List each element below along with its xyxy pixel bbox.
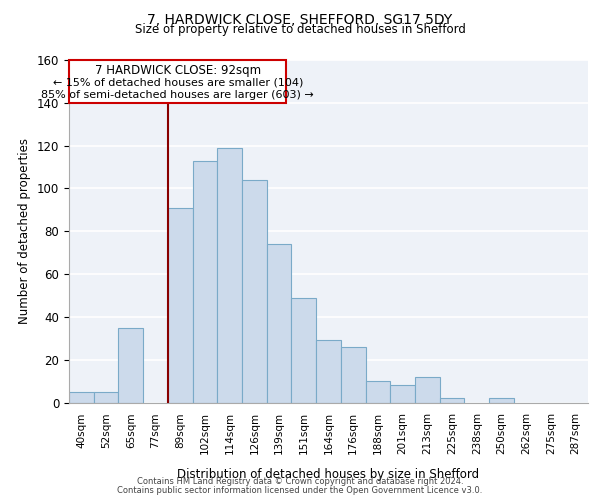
Text: 7, HARDWICK CLOSE, SHEFFORD, SG17 5DY: 7, HARDWICK CLOSE, SHEFFORD, SG17 5DY <box>148 12 452 26</box>
Text: Contains public sector information licensed under the Open Government Licence v3: Contains public sector information licen… <box>118 486 482 495</box>
Text: ← 15% of detached houses are smaller (104): ← 15% of detached houses are smaller (10… <box>53 77 303 87</box>
Bar <box>390 386 415 402</box>
FancyBboxPatch shape <box>69 60 286 103</box>
Bar <box>168 208 193 402</box>
Bar <box>217 148 242 403</box>
Text: Contains HM Land Registry data © Crown copyright and database right 2024.: Contains HM Land Registry data © Crown c… <box>137 477 463 486</box>
Bar <box>69 392 94 402</box>
Text: 7 HARDWICK CLOSE: 92sqm: 7 HARDWICK CLOSE: 92sqm <box>95 64 261 78</box>
Bar <box>489 398 514 402</box>
Bar <box>94 392 118 402</box>
Bar <box>316 340 341 402</box>
Bar <box>292 298 316 403</box>
Bar <box>193 160 217 402</box>
Bar <box>365 381 390 402</box>
Bar <box>242 180 267 402</box>
Bar <box>440 398 464 402</box>
Y-axis label: Number of detached properties: Number of detached properties <box>19 138 31 324</box>
Bar <box>267 244 292 402</box>
Bar <box>118 328 143 402</box>
Text: 85% of semi-detached houses are larger (603) →: 85% of semi-detached houses are larger (… <box>41 90 314 100</box>
X-axis label: Distribution of detached houses by size in Shefford: Distribution of detached houses by size … <box>178 468 479 481</box>
Bar <box>415 377 440 402</box>
Text: Size of property relative to detached houses in Shefford: Size of property relative to detached ho… <box>134 22 466 36</box>
Bar <box>341 347 365 403</box>
